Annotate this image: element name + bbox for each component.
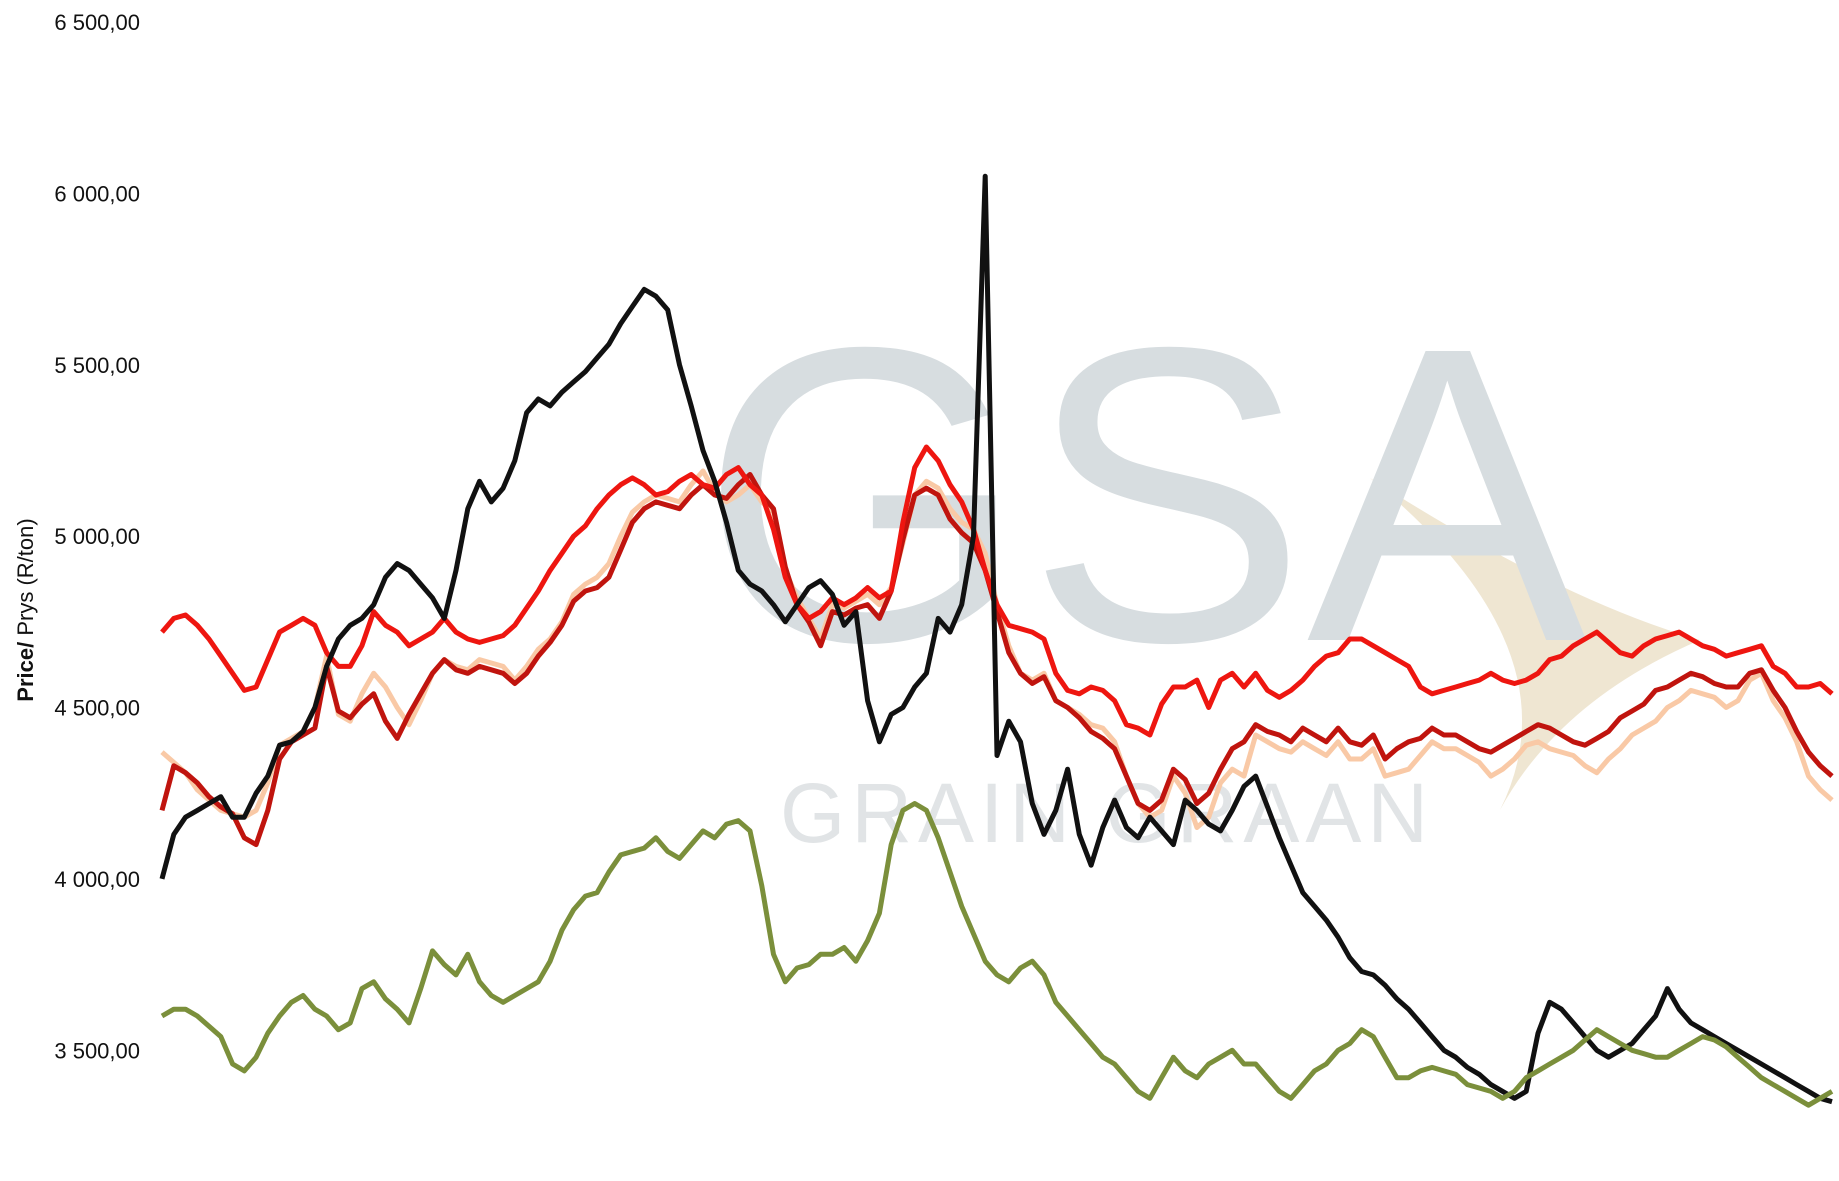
watermark-gsa-text: GSA [700, 261, 1589, 730]
y-axis-label-bold: Price/ [13, 642, 38, 702]
watermark-grain-graan-text: GRAIN GRAAN [780, 766, 1434, 860]
y-tick-label: 6 500,00 [54, 10, 140, 35]
series-line-4 [159, 173, 1833, 1105]
y-axis-label-rest: Prys (R/ton) [13, 518, 38, 641]
y-tick-label: 5 000,00 [54, 524, 140, 549]
series-line-3 [160, 444, 1834, 738]
series-lines [159, 173, 1834, 1108]
y-tick-label: 3 500,00 [54, 1038, 140, 1063]
gsa-watermark-logo: GSA GRAIN GRAAN [700, 261, 1700, 860]
series-line-2 [159, 472, 1834, 848]
y-tick-label: 4 500,00 [54, 696, 140, 721]
y-tick-label: 4 000,00 [54, 867, 140, 892]
series-line-5 [160, 801, 1834, 1108]
y-axis-ticks: 6 500,00 6 000,00 5 500,00 5 000,00 4 500,00… [54, 10, 140, 1063]
y-axis-label: Price/ Prys (R/ton) [13, 518, 38, 701]
y-tick-label: 6 000,00 [54, 181, 140, 206]
watermark-swoosh [1370, 478, 1700, 810]
y-tick-label: 5 500,00 [54, 353, 140, 378]
